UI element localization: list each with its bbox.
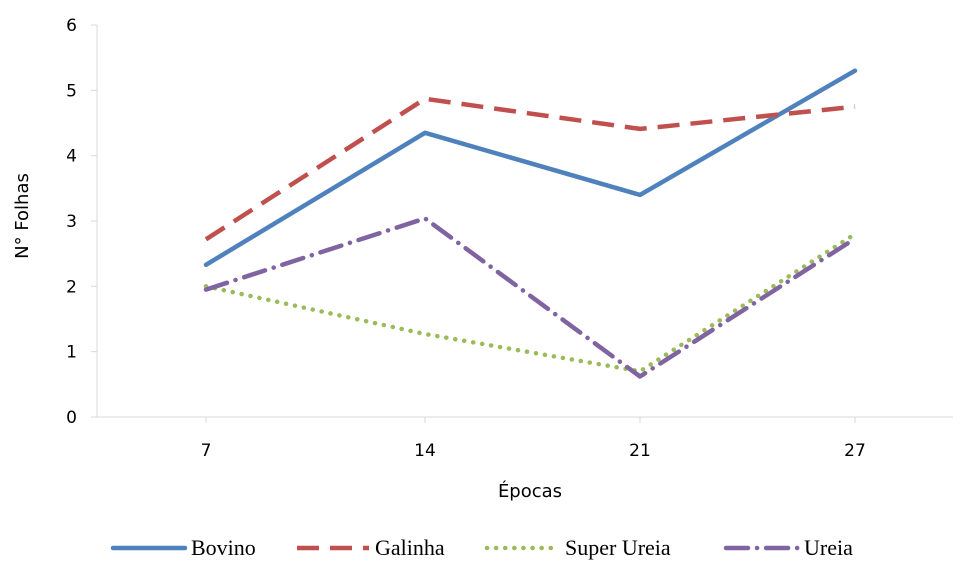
y-axis-title: N° Folhas <box>12 173 33 259</box>
chart-axes: 0 1 2 3 4 5 6 7 14 21 27 <box>66 16 953 461</box>
series-line-bovino <box>203 68 858 268</box>
chart-legend: Bovino Galinha Super Ureia Ureia <box>110 535 853 560</box>
series-line-ureia <box>203 216 858 379</box>
legend-label-ureia: Ureia <box>804 535 853 560</box>
y-tick-label: 1 <box>66 343 77 363</box>
y-tick-label: 3 <box>66 212 77 232</box>
y-tick-label: 6 <box>66 16 77 36</box>
series-line-super-ureia <box>203 231 858 374</box>
x-tick-label: 21 <box>629 441 651 461</box>
series-line-galinha <box>204 96 856 242</box>
legend-label-super-ureia: Super Ureia <box>565 535 671 560</box>
x-axis-title: Épocas <box>498 480 562 502</box>
y-tick-label: 0 <box>66 408 77 428</box>
x-tick-label: 7 <box>201 441 212 461</box>
y-tick-label: 4 <box>66 147 77 167</box>
legend-label-bovino: Bovino <box>191 535 256 560</box>
x-tick-label: 27 <box>844 441 866 461</box>
y-tick-label: 2 <box>66 277 77 297</box>
series-layer <box>203 68 858 379</box>
x-tick-label: 14 <box>414 441 436 461</box>
legend-label-galinha: Galinha <box>375 535 445 560</box>
y-tick-label: 5 <box>66 81 77 101</box>
